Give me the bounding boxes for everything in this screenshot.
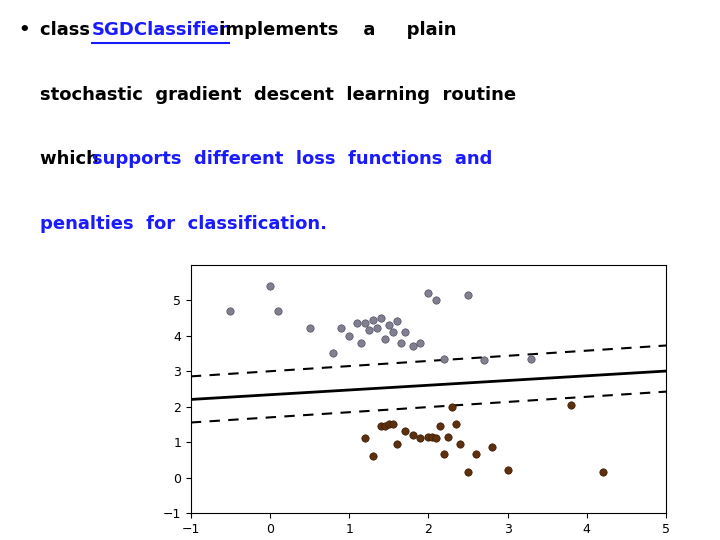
Point [383,420,395,429]
Point [364,326,375,335]
Point [415,434,426,443]
Point [446,402,458,411]
Point [565,401,577,409]
Point [351,319,363,327]
Point [383,321,395,329]
Point [438,354,450,363]
Point [502,466,513,475]
Point [343,331,355,340]
Text: which: which [40,150,104,168]
Point [407,430,418,439]
Text: •: • [18,21,30,39]
Point [375,314,387,322]
Point [391,440,402,448]
Point [426,433,438,441]
Point [442,433,454,441]
Point [462,468,474,476]
Point [526,354,537,363]
Text: supports  different  loss  functions  and: supports different loss functions and [92,150,492,168]
Point [304,324,315,333]
Text: penalties  for  classification.: penalties for classification. [40,215,327,233]
Text: stochastic  gradient  descent  learning  routine: stochastic gradient descent learning rou… [40,85,516,104]
Point [438,450,450,459]
Point [431,296,442,305]
Text: SGDClassifier: SGDClassifier [92,21,229,39]
Point [328,349,339,357]
Point [395,339,406,347]
Point [355,339,366,347]
Point [415,339,426,347]
Point [387,420,399,429]
Point [407,342,418,350]
Point [399,427,410,436]
Point [486,443,498,451]
Point [454,440,466,448]
Text: implements    a     plain: implements a plain [213,21,456,39]
Point [379,422,390,430]
Point [379,335,390,343]
Point [391,317,402,326]
Point [367,452,379,461]
Point [451,420,462,429]
Point [478,356,490,364]
Point [264,281,276,290]
Point [462,291,474,299]
Point [431,434,442,443]
Point [359,319,371,327]
Point [399,328,410,336]
Point [434,422,446,430]
Point [387,328,399,336]
Point [423,433,434,441]
Point [597,468,608,476]
Point [423,289,434,298]
Point [336,324,347,333]
Text: class: class [40,21,96,39]
Point [272,306,284,315]
Point [367,315,379,324]
Point [225,306,236,315]
Point [359,434,371,443]
Point [375,422,387,430]
Point [470,450,482,459]
Point [372,324,383,333]
